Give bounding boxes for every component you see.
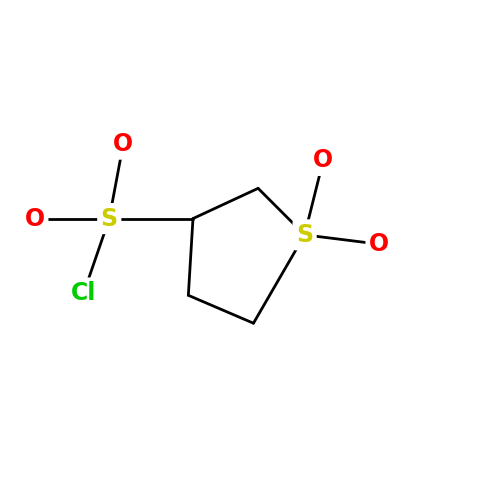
Text: O: O (313, 148, 333, 172)
Text: S: S (296, 223, 313, 247)
Text: S: S (101, 206, 118, 230)
Text: O: O (369, 232, 389, 256)
Text: O: O (113, 132, 133, 156)
Text: O: O (25, 206, 45, 230)
Text: Cl: Cl (71, 281, 96, 305)
